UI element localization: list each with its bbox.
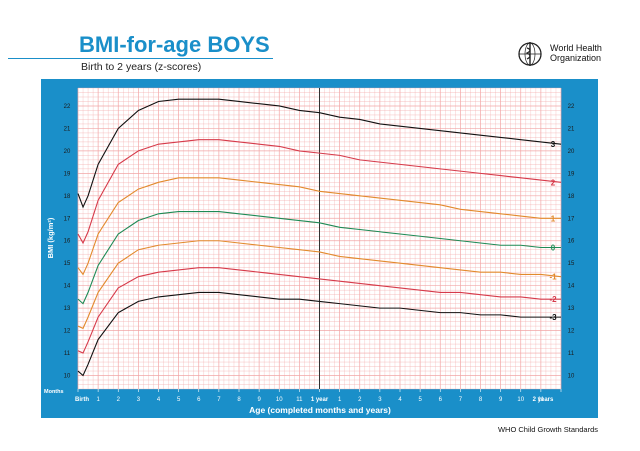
grid-lines (77, 87, 562, 390)
y-tick-label-right: 11 (568, 351, 575, 357)
x-tick-label: 5 (418, 397, 422, 403)
footer-note: WHO Child Growth Standards (497, 425, 598, 434)
page-title: BMI-for-age BOYS (79, 32, 270, 57)
y-tick-label: 16 (64, 239, 71, 245)
curve-z0 (77, 210, 561, 305)
y-tick-label: 21 (64, 126, 71, 132)
x-tick-label: 1 (338, 397, 342, 403)
y-tick-label-right: 21 (568, 126, 575, 132)
y-tick-label-right: 16 (568, 239, 575, 245)
z-score-label: -2 (549, 295, 557, 304)
y-tick-label-right: 18 (568, 194, 575, 200)
x-tick-label: 7 (459, 397, 463, 403)
z-score-label: -1 (549, 273, 557, 282)
x-tick-label: 9 (257, 397, 261, 403)
x-tick-label: 10 (276, 397, 283, 403)
org-line-2: Organization (550, 53, 602, 63)
y-tick-label: 11 (64, 351, 71, 357)
z-score-label: 0 (551, 243, 556, 252)
y-tick-label: 13 (64, 306, 71, 312)
x-tick-label: 3 (378, 397, 382, 403)
x-tick-label: 3 (137, 397, 141, 403)
y-tick-label: 10 (64, 374, 71, 380)
who-organization-name: World Health Organization (550, 43, 602, 63)
curve-z-2 (77, 267, 561, 354)
x-tick-label: 4 (157, 397, 161, 403)
y-tick-label-right: 10 (568, 374, 575, 380)
y-tick-label-right: 20 (568, 149, 575, 155)
x-tick-label: 6 (197, 397, 201, 403)
x-tick-label: 5 (177, 397, 181, 403)
y-tick-label-right: 22 (568, 104, 575, 110)
y-tick-label: 20 (64, 149, 71, 155)
x-tick-label: 6 (439, 397, 443, 403)
y-tick-label: 12 (64, 329, 71, 335)
x-tick-label: 2 years (533, 397, 554, 403)
x-tick-label: 10 (517, 397, 524, 403)
z-score-label: 2 (551, 178, 556, 187)
y-tick-label-right: 14 (568, 284, 575, 290)
curve-z2 (77, 139, 562, 245)
x-tick-label: 2 (358, 397, 362, 403)
title-rule (8, 58, 273, 59)
y-axis-label: BMI (kg/m²) (46, 217, 55, 258)
z-score-label: -3 (549, 313, 557, 322)
x-tick-label: Birth (75, 397, 89, 403)
x-tick-label: 7 (217, 397, 221, 403)
curve-z-3 (77, 291, 561, 377)
months-label: Months (44, 389, 64, 395)
y-tick-label: 15 (64, 261, 71, 267)
x-tick-label: 1 year (311, 397, 329, 403)
y-tick-label-right: 17 (568, 216, 575, 222)
x-tick-label: 2 (117, 397, 121, 403)
curve-z1 (77, 177, 561, 276)
org-line-1: World Health (550, 43, 602, 53)
x-tick-label: 9 (499, 397, 503, 403)
y-tick-label-right: 19 (568, 171, 575, 177)
y-tick-label-right: 15 (568, 261, 575, 267)
y-tick-label: 22 (64, 104, 71, 110)
y-tick-label: 17 (64, 216, 71, 222)
who-emblem-icon (518, 42, 542, 66)
y-tick-label: 14 (64, 284, 71, 290)
x-tick-label: 11 (296, 397, 303, 403)
x-tick-label: 8 (237, 397, 241, 403)
x-tick-label: 1 (96, 397, 100, 403)
x-axis-label: Age (completed months and years) (249, 405, 391, 415)
y-tick-label: 19 (64, 171, 71, 177)
y-tick-label-right: 12 (568, 329, 575, 335)
z-score-label: 1 (551, 214, 556, 223)
page-subtitle: Birth to 2 years (z-scores) (81, 61, 202, 73)
y-tick-label-right: 13 (568, 306, 575, 312)
curve-z3 (77, 98, 562, 209)
x-tick-label: 11 (538, 397, 545, 403)
z-score-label: 3 (551, 140, 556, 149)
y-tick-label: 18 (64, 194, 71, 200)
x-tick-label: 8 (479, 397, 483, 403)
curve-z-1 (77, 240, 562, 330)
z-score-curves (77, 98, 562, 377)
x-tick-label: 4 (398, 397, 402, 403)
